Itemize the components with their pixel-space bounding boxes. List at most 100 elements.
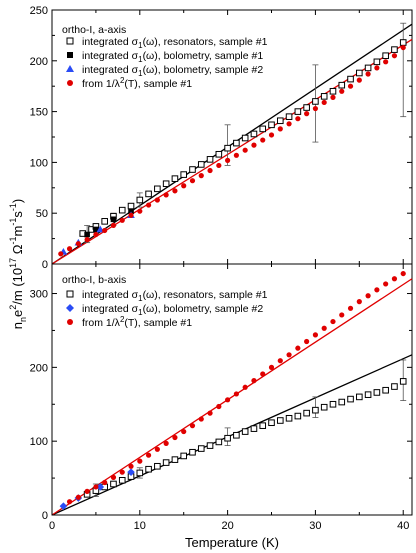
data-point-lam xyxy=(216,403,222,410)
data-point-res xyxy=(364,64,372,72)
data-point-res xyxy=(276,417,284,424)
data-point-lam xyxy=(268,364,275,370)
legend-label-bol1: integrated σ1(ω), bolometry, sample #1 xyxy=(82,50,263,64)
data-point-lam xyxy=(391,276,398,282)
data-point-lam xyxy=(312,105,319,112)
y-tick-label: 0 xyxy=(42,259,48,271)
y-tick-label: 200 xyxy=(30,362,48,374)
ylabel-ohm-exp: -1 xyxy=(8,237,18,245)
legend-marker-res xyxy=(66,290,74,298)
data-point-lam xyxy=(242,147,248,153)
data-point-lam xyxy=(110,222,117,228)
data-point-lam xyxy=(154,446,160,452)
panel-b-title: ortho-I, b-axis xyxy=(62,274,126,286)
data-point-lam xyxy=(365,71,371,77)
data-point-res xyxy=(347,395,354,403)
data-point-res xyxy=(364,391,372,398)
y-tick-label: 200 xyxy=(30,56,48,68)
data-point-lam xyxy=(304,338,310,345)
x-tick-label: 20 xyxy=(221,520,233,532)
data-point-lam xyxy=(400,270,406,277)
data-point-lam xyxy=(181,183,187,189)
ylabel-n: n xyxy=(10,322,25,329)
data-point-res xyxy=(136,469,144,477)
data-point-res xyxy=(233,431,240,439)
data-point-lam xyxy=(137,458,143,464)
data-point-lam xyxy=(295,116,301,122)
data-point-lam xyxy=(356,299,362,305)
y-tick-label: 150 xyxy=(30,107,48,119)
data-point-res xyxy=(259,125,267,133)
data-point-lam xyxy=(312,332,319,338)
panel-b-axis: 0 10 20 30 40 0 100 200 300 ortho-I, b-axis inte… xyxy=(30,263,413,532)
data-point-res xyxy=(233,139,240,147)
data-point-lam xyxy=(145,202,152,208)
data-point-lam xyxy=(58,251,64,257)
data-point-res xyxy=(180,452,188,460)
ylabel-close: ) xyxy=(10,199,25,203)
data-point-lam xyxy=(198,416,204,422)
data-point-res xyxy=(338,398,346,406)
data-point-lam xyxy=(110,474,117,480)
legend-entry-res: integrated σ1(ω), resonators, sample #1 xyxy=(66,36,268,50)
data-point-res xyxy=(241,134,249,142)
legend-marker-lam xyxy=(67,319,73,325)
data-point-lam xyxy=(374,65,380,71)
data-point-lam xyxy=(84,488,90,494)
legend-label-lam: from 1/λ2(T), sample #1 xyxy=(82,76,192,90)
legend-marker-lam xyxy=(67,80,73,86)
panel-a-frame xyxy=(51,9,413,265)
panel-b-frame xyxy=(51,263,413,516)
data-point-lam xyxy=(339,312,345,318)
data-point-res xyxy=(338,81,346,89)
x-tick-label: 0 xyxy=(49,520,55,532)
data-point-res xyxy=(399,39,407,46)
data-point-res xyxy=(162,459,170,466)
data-point-res xyxy=(356,69,363,77)
data-point-res xyxy=(320,403,328,411)
data-point-lam xyxy=(277,358,283,364)
data-point-lam xyxy=(330,94,336,100)
legend-label-res: integrated σ1(ω), resonators, sample #1 xyxy=(82,289,268,303)
data-point-lam xyxy=(102,479,108,486)
data-point-res xyxy=(101,218,108,225)
data-point-res xyxy=(145,465,152,473)
data-point-bol1 xyxy=(110,216,117,223)
data-point-bol1 xyxy=(128,208,134,214)
data-point-res xyxy=(189,166,196,173)
data-point-lam xyxy=(66,246,73,252)
ylabel-e-sup: 2 xyxy=(8,305,18,310)
data-point-res xyxy=(285,113,293,120)
y-tick-label: 250 xyxy=(30,5,48,17)
data-point-res xyxy=(320,93,328,100)
legend-entry-bol2: integrated σ1(ω), bolometry, sample #2 xyxy=(66,303,263,317)
data-point-lam xyxy=(93,231,99,238)
legend-entry-res: integrated σ1(ω), resonators, sample #1 xyxy=(66,289,268,303)
y-tick-label: 100 xyxy=(30,436,48,448)
error-bar xyxy=(400,22,407,118)
ylabel-e: e xyxy=(10,310,25,317)
data-point-lam xyxy=(128,463,134,469)
data-point-res xyxy=(180,171,188,178)
data-point-lam xyxy=(154,197,160,203)
data-point-lam xyxy=(295,345,301,351)
ylabel-s: s xyxy=(10,211,25,218)
data-point-res xyxy=(268,419,275,427)
ylabel-n-sub: n xyxy=(18,317,28,322)
legend-entry-bol1: integrated σ1(ω), bolometry, sample #1 xyxy=(67,50,263,64)
data-point-res xyxy=(373,389,381,396)
data-point-res xyxy=(171,456,179,463)
ylabel-ohm: Ω xyxy=(10,244,25,254)
data-point-lam xyxy=(347,83,354,89)
panel-a-axis: 0 50 100 150 200 250 ortho-I, a-axis integrat… xyxy=(30,5,413,271)
ylabel-m: m xyxy=(10,226,25,237)
legend-marker-res xyxy=(66,37,74,45)
data-point-lam xyxy=(383,281,389,287)
data-point-bol1 xyxy=(93,226,99,233)
x-axis-label: Temperature (K) xyxy=(185,535,279,550)
legend-label-bol2: integrated σ1(ω), bolometry, sample #2 xyxy=(82,303,263,317)
data-point-lam xyxy=(119,469,125,475)
legend-label-bol2: integrated σ1(ω), bolometry, sample #2 xyxy=(82,64,263,78)
data-point-res xyxy=(241,428,249,435)
